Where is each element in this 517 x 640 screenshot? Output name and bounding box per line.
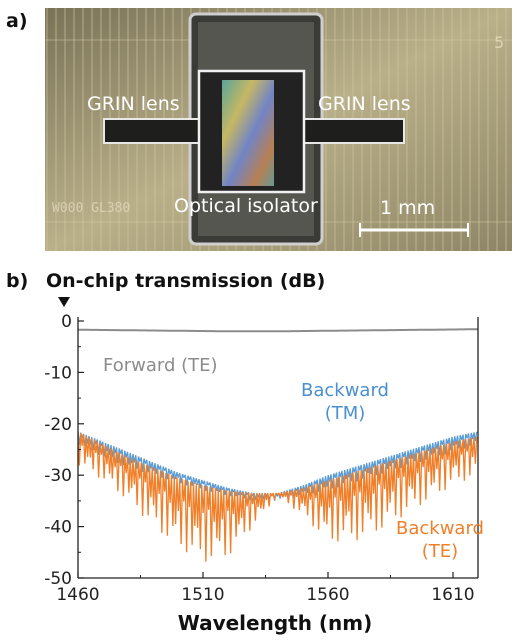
y-tick-label: -30 (44, 466, 72, 486)
series-label-backward-tm: Backward (TM) (301, 380, 389, 424)
grin-lens-right-rod (303, 118, 405, 144)
panel-a-letter: a) (6, 10, 28, 32)
panel-b: b) On-chip transmission (dB) 0 -10 -20 -30 -… (6, 270, 484, 635)
x-tick-label: 1610 (431, 585, 474, 605)
y-tick-label: -10 (44, 363, 72, 383)
x-tick-label: 1460 (56, 585, 99, 605)
isolator-crystal (222, 80, 274, 186)
grin-lens-left-rod (103, 118, 205, 144)
series-label-forward-te: Forward (TE) (103, 355, 218, 376)
series-label-backward-te: Backward (TE) (396, 518, 484, 562)
y-tick-label: -40 (44, 518, 72, 538)
y-tick-label: -50 (44, 569, 72, 589)
grin-lens-right-label: GRIN lens (318, 93, 411, 115)
series-backward-tm-trace (78, 431, 478, 501)
series-label-line: (TM) (325, 403, 366, 424)
y-tick-label: -20 (44, 415, 72, 435)
series-labels: Forward (TE)Backward (TM)Backward (TE) (103, 355, 484, 562)
series-forward-te-line (78, 328, 478, 333)
series-backward-te-trace (78, 431, 478, 562)
series-label-line: (TE) (422, 541, 458, 562)
y-tick-label: 0 (61, 312, 72, 332)
chip-marking: W000 GL380 (52, 201, 130, 216)
chart-title: On-chip transmission (dB) (46, 270, 325, 292)
x-tick-label: 1510 (181, 585, 224, 605)
series-label-line: Forward (TE) (103, 355, 218, 376)
x-tick-label: 1560 (306, 585, 349, 605)
corner-digit: 5 (494, 33, 504, 52)
panel-b-letter: b) (6, 270, 28, 292)
zero-marker-arrow (58, 297, 70, 307)
series-label-line: Backward (396, 518, 484, 539)
panel-a: a) GRIN lens GRIN lens Optical isolator … (6, 8, 512, 251)
optical-isolator-label: Optical isolator (174, 195, 318, 217)
series-label-line: Backward (301, 380, 389, 401)
grin-lens-left-label: GRIN lens (87, 93, 180, 115)
scale-bar-label: 1 mm (380, 197, 435, 219)
micrograph: GRIN lens GRIN lens Optical isolator 1 m… (45, 8, 512, 251)
plot-area (78, 328, 478, 562)
x-axis-title: Wavelength (nm) (178, 611, 373, 635)
